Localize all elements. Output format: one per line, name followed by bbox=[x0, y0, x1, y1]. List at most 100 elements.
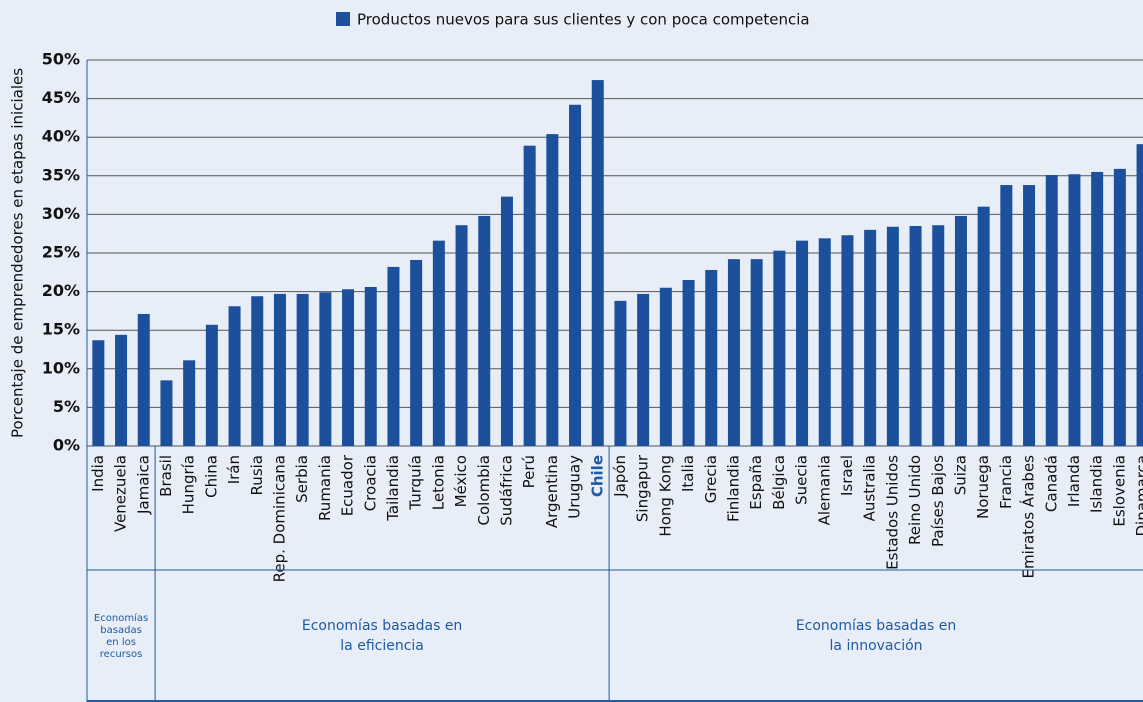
y-tick-label: 30% bbox=[42, 204, 80, 223]
bar bbox=[160, 380, 173, 446]
legend-swatch bbox=[336, 12, 350, 26]
bar bbox=[228, 306, 241, 446]
x-tick-label: Letonia bbox=[429, 455, 447, 510]
x-tick-label: Grecia bbox=[702, 455, 720, 503]
bar bbox=[387, 266, 400, 446]
bar bbox=[115, 334, 128, 446]
y-tick-label: 5% bbox=[53, 397, 80, 416]
y-tick-label: 35% bbox=[42, 165, 80, 184]
x-tick-label: Eslovenia bbox=[1110, 455, 1128, 527]
x-tick-label: México bbox=[452, 455, 470, 507]
y-tick-label: 15% bbox=[42, 320, 80, 339]
bar bbox=[342, 289, 355, 446]
x-tick-label: Bélgica bbox=[770, 455, 788, 510]
x-tick-label: Ecuador bbox=[339, 454, 357, 516]
y-tick-label: 45% bbox=[42, 88, 80, 107]
y-tick-label: 40% bbox=[42, 127, 80, 146]
x-tick-label: Reino Unido bbox=[906, 455, 924, 545]
bar bbox=[432, 240, 445, 446]
x-tick-label: Estados Unidos bbox=[883, 455, 901, 570]
bar bbox=[1000, 185, 1013, 446]
x-tick-label: Venezuela bbox=[112, 455, 130, 532]
y-tick-label: 10% bbox=[42, 358, 80, 377]
bar bbox=[205, 324, 218, 446]
bar bbox=[637, 293, 650, 446]
x-tick-label: Canadá bbox=[1042, 455, 1060, 512]
bar bbox=[932, 225, 945, 446]
bar bbox=[727, 259, 740, 446]
group-label: Economías bbox=[94, 612, 148, 624]
y-tick-label: 50% bbox=[42, 50, 80, 69]
x-tick-label: India bbox=[89, 455, 107, 492]
x-tick-label: Perú bbox=[520, 455, 538, 488]
x-tick-label: Hong Kong bbox=[656, 455, 674, 537]
x-tick-label: Emiratos Árabes bbox=[1019, 455, 1038, 579]
bar bbox=[319, 292, 332, 446]
y-axis-label: Porcentaje de emprendedores en etapas in… bbox=[9, 68, 27, 438]
bar bbox=[364, 286, 377, 446]
bar bbox=[818, 238, 831, 446]
y-tick-label: 25% bbox=[42, 243, 80, 262]
x-tick-label: Irán bbox=[225, 455, 243, 484]
x-tick-label: Jamaica bbox=[134, 455, 152, 515]
bar bbox=[682, 280, 695, 446]
group-label: recursos bbox=[100, 649, 143, 660]
bar bbox=[773, 250, 786, 446]
x-tick-label: Francia bbox=[997, 455, 1015, 509]
bar bbox=[273, 293, 286, 446]
x-tick-label: Islandia bbox=[1088, 455, 1106, 513]
x-tick-label: Sudáfrica bbox=[497, 455, 515, 526]
x-tick-label: Singapur bbox=[634, 454, 652, 522]
bar bbox=[500, 196, 513, 446]
x-tick-label: Uruguay bbox=[566, 455, 584, 519]
x-tick-label: Croacia bbox=[361, 455, 379, 511]
x-tick-label: Turquía bbox=[407, 455, 425, 511]
bar bbox=[909, 225, 922, 446]
x-tick-label: Alemania bbox=[815, 455, 833, 525]
bar bbox=[796, 240, 809, 446]
bar bbox=[1091, 171, 1104, 446]
x-tick-label: Finlandia bbox=[724, 455, 742, 522]
x-tick-label: Serbia bbox=[293, 455, 311, 503]
x-tick-label: Tailandia bbox=[384, 455, 402, 522]
bar bbox=[92, 340, 105, 446]
bar bbox=[591, 80, 604, 447]
x-tick-label: Colombia bbox=[475, 455, 493, 526]
x-tick-label: Japón bbox=[611, 455, 629, 498]
bar bbox=[705, 269, 718, 446]
x-tick-label: Rep. Dominicana bbox=[270, 455, 288, 582]
x-tick-label: Rumania bbox=[316, 455, 334, 521]
x-tick-label: Chile bbox=[588, 455, 606, 497]
bar bbox=[886, 226, 899, 446]
bar bbox=[183, 360, 196, 446]
group-label: Economías basadas en bbox=[302, 618, 462, 634]
bar bbox=[614, 300, 627, 446]
bar bbox=[546, 134, 559, 446]
bar bbox=[523, 145, 536, 446]
group-label: en los bbox=[106, 637, 136, 648]
x-tick-label: Rusia bbox=[248, 455, 266, 495]
bar bbox=[410, 259, 423, 446]
x-tick-label: Suiza bbox=[951, 455, 969, 495]
x-tick-label: Irlanda bbox=[1065, 455, 1083, 507]
group-label: la innovación bbox=[830, 638, 923, 654]
x-tick-label: Noruega bbox=[974, 455, 992, 519]
bar bbox=[137, 313, 150, 446]
x-tick-label: Israel bbox=[838, 455, 856, 496]
x-tick-label: Hungría bbox=[180, 455, 198, 514]
bar bbox=[455, 225, 468, 446]
y-tick-label: 20% bbox=[42, 281, 80, 300]
bar bbox=[1023, 185, 1036, 446]
x-tick-label: Argentina bbox=[543, 455, 561, 528]
bar bbox=[977, 206, 990, 446]
y-tick-label: 0% bbox=[53, 436, 80, 455]
group-label: Economías basadas en bbox=[796, 618, 956, 634]
group-label: la eficiencia bbox=[340, 638, 424, 654]
x-tick-label: España bbox=[747, 455, 765, 510]
group-label: basadas bbox=[100, 625, 142, 636]
x-tick-label: Brasil bbox=[157, 455, 175, 497]
bar bbox=[750, 259, 763, 446]
x-tick-label: Países Bajos bbox=[929, 455, 947, 547]
bar bbox=[864, 229, 877, 446]
